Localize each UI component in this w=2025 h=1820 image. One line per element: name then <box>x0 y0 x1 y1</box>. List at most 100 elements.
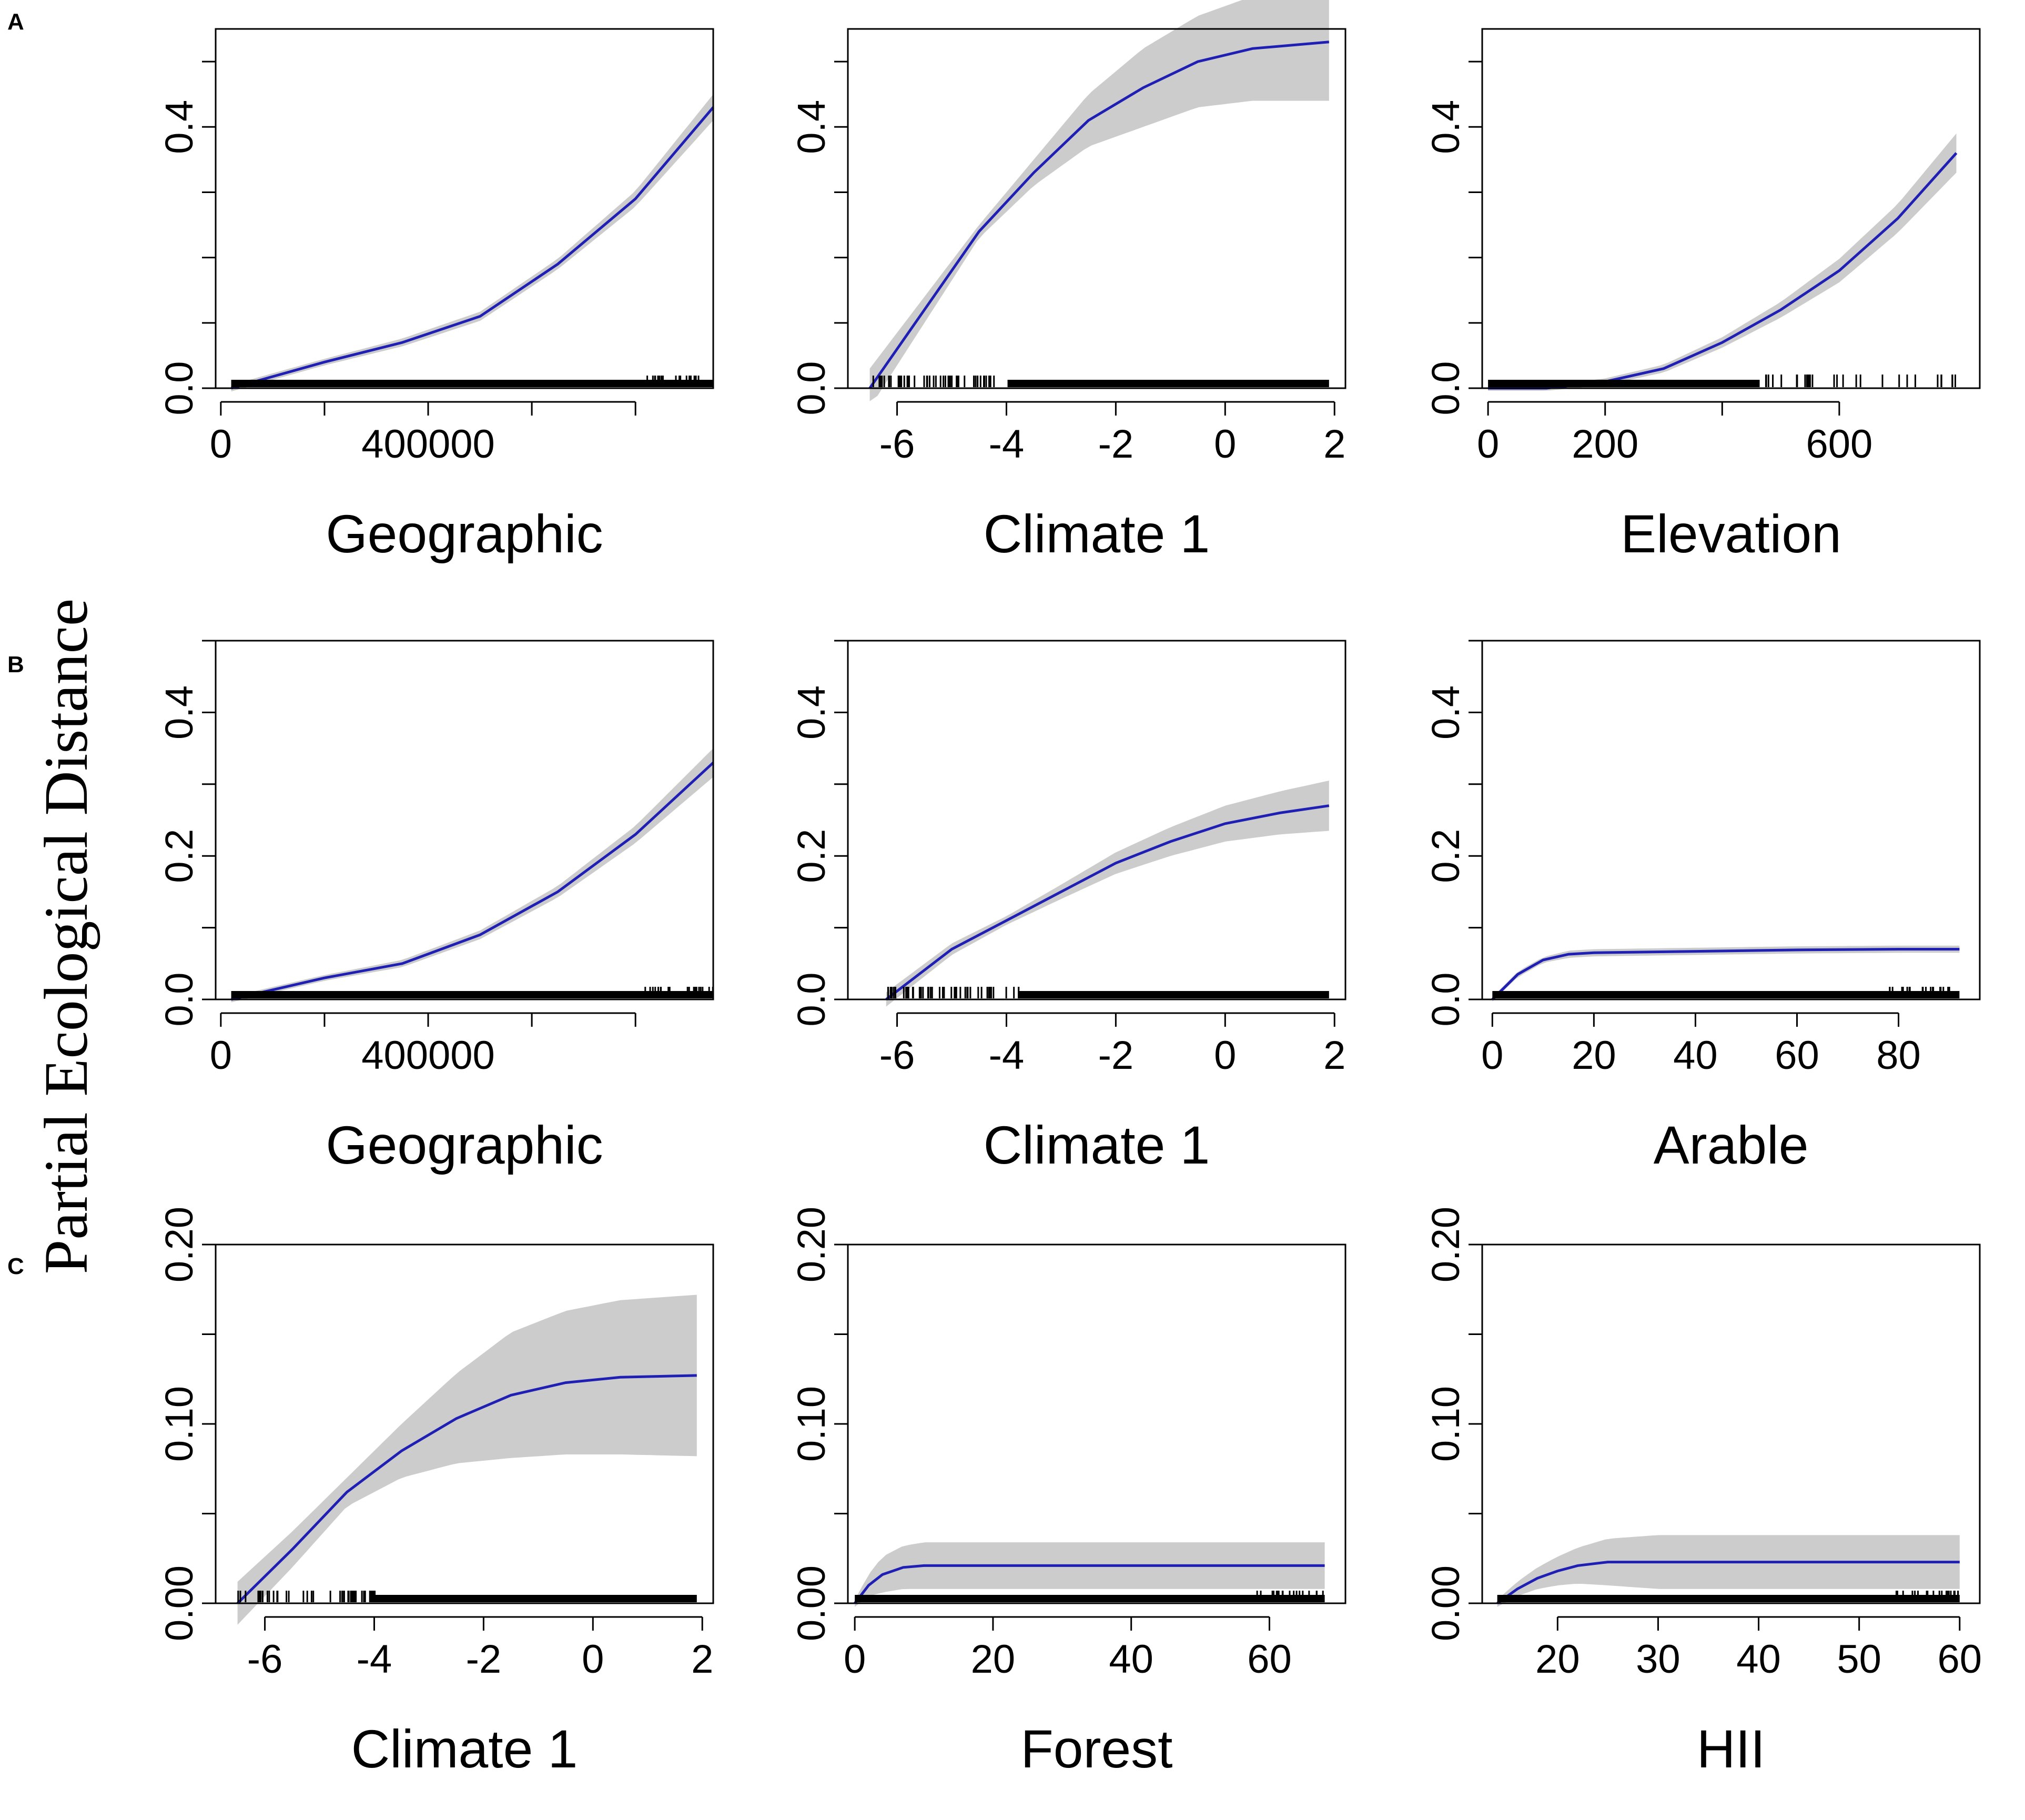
x-tick-label: 600 <box>1806 422 1872 467</box>
y-tick-label: 0.4 <box>789 100 833 154</box>
panel-letter-b: B <box>7 652 24 678</box>
y-tick-label: 0.4 <box>157 685 201 740</box>
y-tick-label: 0.4 <box>1424 100 1467 154</box>
x-tick-label: 2 <box>691 1637 713 1682</box>
plot-frame <box>215 640 714 1000</box>
x-tick-label: 0 <box>844 1637 866 1682</box>
x-tick-label: -6 <box>247 1637 283 1682</box>
y-tick-label: 0.0 <box>157 973 201 1027</box>
panel-b-3: 0.0 0.2 0.4 0 20 40 60 80 Arable <box>1424 640 1981 1175</box>
x-axis-title: Climate 1 <box>984 1115 1210 1175</box>
x-tick-label: 30 <box>1636 1637 1680 1682</box>
x-tick-label: 20 <box>1535 1637 1580 1682</box>
x-tick-label: 60 <box>1938 1637 1982 1682</box>
rug-block <box>1488 380 1760 387</box>
rug-block <box>1019 991 1329 998</box>
confidence-band <box>869 0 1329 401</box>
plot-frame <box>847 640 1346 1000</box>
x-tick-label: -4 <box>989 1033 1025 1078</box>
y-tick-label: 0.0 <box>1424 361 1467 416</box>
y-tick-label: 0.10 <box>157 1386 201 1462</box>
y-tick-label: 0.00 <box>1424 1565 1467 1641</box>
confidence-band <box>237 1295 697 1625</box>
panel-a-2: 0.0 0.4 -6 -4 -2 0 2 Climate 1 <box>789 0 1346 564</box>
x-tick-label: 0 <box>210 422 232 467</box>
fitted-curve <box>236 1374 697 1604</box>
y-tick-label: 0.4 <box>1424 685 1467 740</box>
y-tick-label: 0.0 <box>789 361 833 416</box>
fitted-curve <box>868 41 1330 389</box>
y-tick-label: 0.00 <box>789 1565 833 1641</box>
rug-plot <box>872 376 1329 387</box>
y-tick-label: 0.10 <box>789 1386 833 1462</box>
rug-block <box>1492 991 1960 998</box>
x-tick-label: -6 <box>879 422 915 467</box>
rug-plot <box>1492 987 1960 998</box>
panel-letter-c: C <box>7 1253 24 1279</box>
x-tick-label: 400000 <box>361 1033 495 1078</box>
x-axis-title: Climate 1 <box>984 504 1210 564</box>
y-tick-label: 0.0 <box>157 361 201 416</box>
x-tick-label: 50 <box>1837 1637 1881 1682</box>
x-tick-label: 400000 <box>361 422 495 467</box>
y-tick-label: 0.20 <box>789 1207 833 1282</box>
panel-a-1: 0.0 0.4 0 400000 Geographic <box>157 28 714 564</box>
confidence-band <box>855 1542 1325 1607</box>
y-tick-label: 0.10 <box>1424 1386 1467 1462</box>
y-tick-label: 0.20 <box>157 1207 201 1282</box>
confidence-band <box>1492 945 1960 1002</box>
x-tick-label: 0 <box>1477 422 1499 467</box>
rug-plot <box>231 376 713 387</box>
rug-block <box>855 1595 1325 1602</box>
y-tick-label: 0.00 <box>157 1565 201 1641</box>
y-tick-label: 0.20 <box>1424 1207 1467 1282</box>
y-tick-label: 0.2 <box>157 829 201 883</box>
rug-block <box>375 1595 697 1602</box>
rug-plot <box>1488 375 1956 387</box>
x-tick-label: -4 <box>989 422 1025 467</box>
panel-c-2: 0.00 0.10 0.20 0 20 40 60 Forest <box>789 1207 1346 1779</box>
fitted-curve <box>231 762 714 1001</box>
x-axis-title: Arable <box>1654 1115 1809 1175</box>
confidence-band <box>231 748 714 1003</box>
panel-c-1: 0.00 0.10 0.20 -6 -4 -2 0 2 Climate 1 <box>157 1207 714 1779</box>
x-tick-label: 60 <box>1247 1637 1292 1682</box>
rug-plot <box>855 1591 1325 1602</box>
confidence-band <box>886 781 1329 1007</box>
x-tick-label: 60 <box>1775 1033 1819 1078</box>
x-tick-label: 0 <box>1214 1033 1236 1078</box>
x-axis-title: Elevation <box>1621 504 1841 564</box>
confidence-band <box>231 94 714 392</box>
x-tick-label: 40 <box>1673 1033 1718 1078</box>
x-axis-title: Geographic <box>326 504 603 564</box>
x-tick-label: 80 <box>1876 1033 1921 1078</box>
panel-b-2: 0.0 0.2 0.4 -6 -4 -2 0 2 Climate 1 <box>789 640 1346 1175</box>
y-tick-label: 0.4 <box>157 100 201 154</box>
plot-frame <box>1481 28 1981 389</box>
x-tick-label: 0 <box>210 1033 232 1078</box>
x-tick-label: -2 <box>466 1637 502 1682</box>
x-axis-title: HII <box>1697 1719 1765 1779</box>
fitted-curve <box>885 804 1330 1000</box>
x-tick-label: -2 <box>1098 422 1134 467</box>
x-axis-title: Climate 1 <box>351 1719 578 1779</box>
rug-block <box>1497 1595 1960 1602</box>
y-axis-label: Partial Ecological Distance <box>32 599 100 1274</box>
fitted-curve <box>1491 948 1960 1000</box>
fitted-curve <box>1488 152 1958 390</box>
panel-a-3: 0.0 0.4 0 200 600 Elevation <box>1424 28 1981 564</box>
plot-frame <box>215 28 714 389</box>
rug-block <box>231 991 713 998</box>
panel-c-3: 0.00 0.10 0.20 20 30 40 50 60 HII <box>1424 1207 1982 1779</box>
panel-letter-a: A <box>7 9 24 35</box>
y-tick-label: 0.0 <box>1424 973 1467 1027</box>
plot-frame <box>1481 640 1981 1000</box>
x-tick-label: 40 <box>1109 1637 1153 1682</box>
rug-plot <box>231 987 714 998</box>
x-tick-label: -2 <box>1098 1033 1134 1078</box>
rug-block <box>231 380 713 387</box>
x-tick-label: 0 <box>582 1637 604 1682</box>
plot-frame <box>847 28 1346 389</box>
